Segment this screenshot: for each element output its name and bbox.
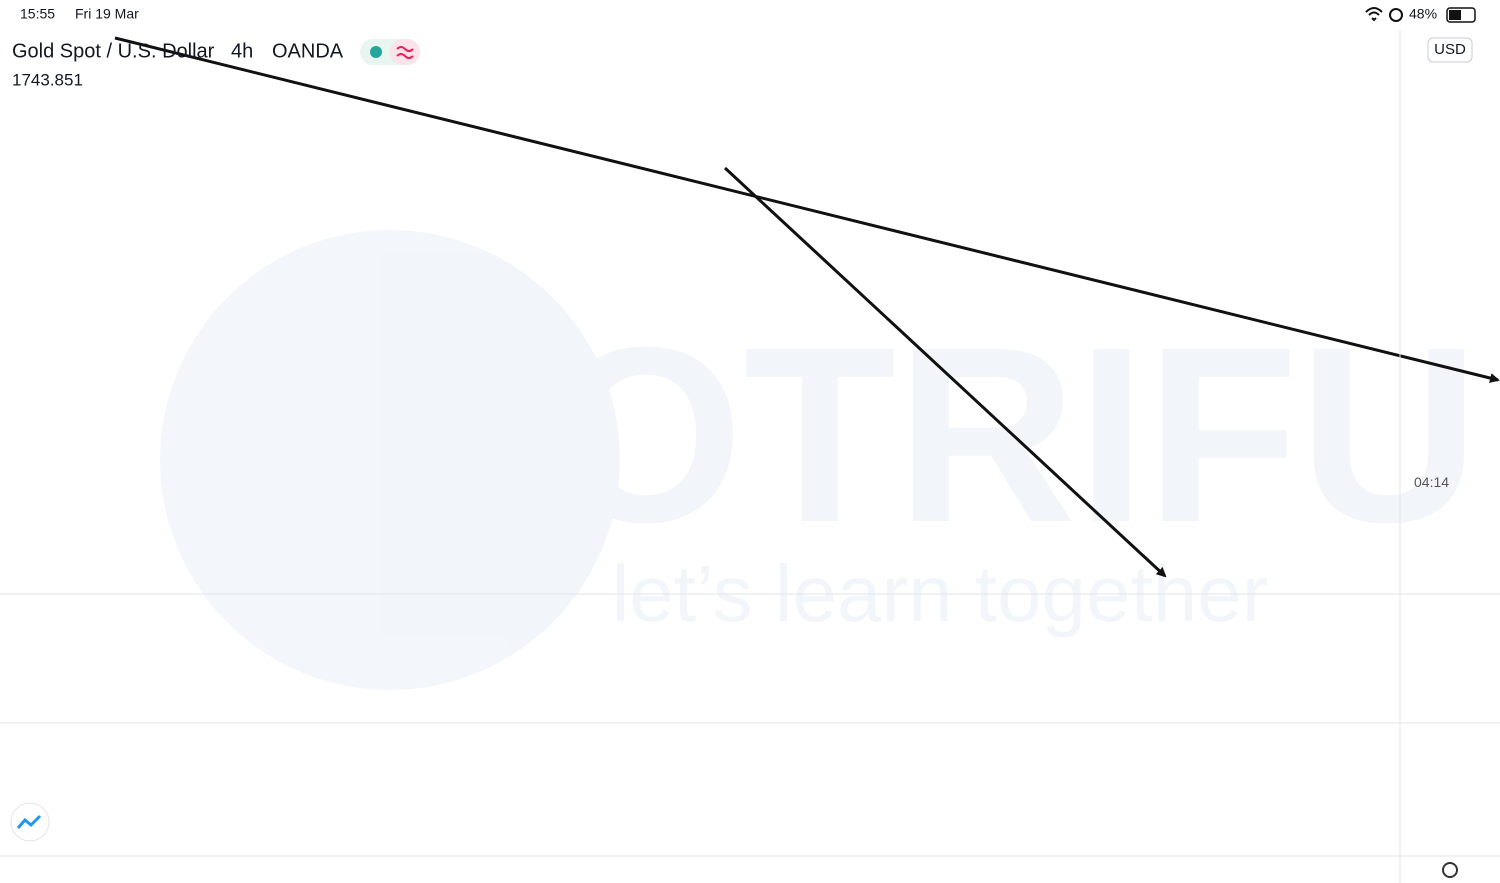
logo-icon: [16, 814, 42, 829]
battery-level: 48%: [1409, 6, 1437, 22]
symbol-name[interactable]: Gold Spot / U.S. Dollar: [12, 40, 215, 62]
settings-button[interactable]: [1442, 862, 1458, 878]
currency-button[interactable]: [1427, 37, 1473, 63]
exchange: OANDA: [272, 40, 344, 62]
wifi-icon: [1365, 7, 1383, 22]
battery-icon: [1446, 7, 1476, 23]
delay-icon: [396, 46, 414, 59]
market-open-dot: [370, 46, 382, 58]
trend-line: [723, 166, 1167, 578]
interval[interactable]: 4h: [231, 40, 253, 62]
watermark: TOTRIFU let’s learn together: [160, 230, 1479, 690]
logo-button[interactable]: [10, 802, 50, 842]
watermark-logo: [160, 230, 620, 690]
delay-badge: [390, 39, 420, 65]
status-time: 15:55: [20, 6, 55, 22]
trend-line: [114, 36, 1500, 383]
bar-countdown: 04:14: [1414, 474, 1449, 490]
last-price: 1743.851: [12, 70, 83, 89]
status-date: Fri 19 Mar: [75, 6, 139, 22]
battery-fill: [1449, 10, 1461, 20]
currency[interactable]: USD: [1434, 41, 1466, 58]
watermark-title: TOTRIFU: [401, 295, 1480, 574]
lock-icon: [1389, 8, 1403, 22]
